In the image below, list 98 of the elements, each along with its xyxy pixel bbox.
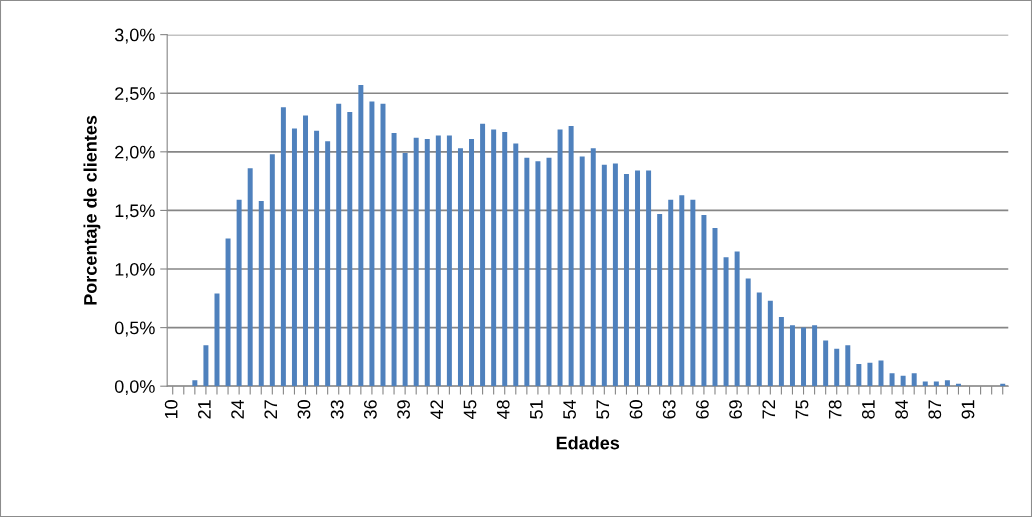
bar [291, 128, 297, 387]
x-tick-label: 45 [463, 400, 477, 420]
x-tick-label: 75 [795, 400, 809, 419]
bar [435, 135, 441, 387]
y-tick-label: 1,5% [115, 204, 155, 220]
x-tick-label: 57 [596, 400, 610, 419]
bar [911, 373, 917, 387]
bar [347, 111, 353, 387]
x-tick-label: 60 [629, 400, 643, 419]
y-tick-label: 2,0% [115, 145, 155, 161]
bar [900, 375, 906, 387]
bar [668, 199, 674, 387]
bar [590, 148, 596, 387]
x-tick-label: 66 [695, 400, 709, 419]
y-tick-label: 2,5% [115, 87, 155, 103]
bar [635, 170, 641, 387]
bar [834, 348, 840, 387]
bar [535, 161, 541, 387]
bar [889, 373, 895, 387]
x-tick-label: 91 [961, 400, 975, 419]
bar [767, 300, 773, 387]
x-tick-label: 33 [330, 400, 344, 419]
bar [568, 126, 574, 387]
x-tick-label: 78 [828, 400, 842, 419]
bar [247, 168, 253, 387]
x-tick-label: 81 [861, 400, 875, 419]
y-tick-label: 1,0% [115, 262, 155, 278]
bar [303, 115, 309, 387]
bar [557, 129, 563, 387]
x-tick-label: 54 [563, 399, 576, 419]
y-tick-label: 0,0% [114, 380, 155, 396]
bar [369, 101, 375, 387]
bar [778, 317, 784, 387]
x-tick-label: 42 [430, 400, 443, 420]
bar [646, 170, 652, 387]
bar [524, 157, 530, 387]
bar [225, 238, 231, 387]
bar [845, 345, 851, 387]
bar [823, 340, 829, 387]
bar [612, 163, 618, 387]
bar [325, 141, 331, 387]
x-tick-label: 30 [297, 400, 311, 419]
bar [812, 325, 818, 387]
bar [413, 137, 419, 387]
bar [269, 154, 275, 387]
x-tick-label: 21 [197, 400, 211, 419]
x-tick-label: 51 [530, 400, 543, 419]
bar [723, 257, 729, 387]
bar [745, 278, 751, 387]
bar [480, 123, 486, 387]
x-tick-label: 84 [895, 399, 908, 419]
y-tick-label: 0,5% [114, 321, 155, 337]
bar [446, 135, 452, 387]
bar [701, 215, 707, 387]
x-tick-label: 36 [363, 400, 377, 419]
bar [579, 156, 585, 387]
bar [801, 327, 807, 387]
x-tick-label: 27 [264, 400, 277, 419]
bar [457, 148, 463, 387]
bar [513, 143, 519, 387]
bar [402, 153, 408, 387]
bar [756, 292, 762, 387]
bar [391, 133, 397, 387]
bar [336, 103, 342, 387]
bar [657, 213, 663, 387]
bar [214, 293, 220, 387]
x-tick-label: 24 [231, 399, 244, 419]
x-tick-label: 63 [662, 400, 676, 419]
bar [491, 129, 497, 387]
x-tick-label: 69 [729, 400, 742, 419]
bar [236, 199, 242, 387]
x-tick-label: 72 [762, 400, 775, 419]
x-tick-label: 10 [164, 400, 178, 419]
x-tick-label: 87 [928, 400, 942, 419]
bar [944, 380, 950, 387]
bar [601, 164, 607, 387]
bar [469, 138, 475, 387]
bar [789, 325, 795, 387]
bar [203, 345, 209, 387]
bar [424, 138, 430, 387]
y-tick-label: 3,0% [114, 28, 155, 44]
bar [314, 130, 320, 387]
bar [280, 107, 286, 387]
bar [258, 201, 264, 387]
bar [502, 131, 508, 387]
x-tick-label: 39 [397, 400, 410, 419]
y-axis-title: Porcentaje de clientes [83, 115, 101, 305]
x-tick-label: 48 [496, 400, 510, 420]
bar [380, 103, 386, 387]
bar [867, 362, 873, 387]
bar [734, 251, 740, 387]
bar [679, 195, 685, 387]
bar [192, 380, 198, 387]
bar [690, 199, 696, 387]
bar [623, 174, 629, 387]
x-axis-title: Edades [556, 436, 620, 450]
bar [856, 363, 862, 387]
bar [358, 85, 364, 387]
